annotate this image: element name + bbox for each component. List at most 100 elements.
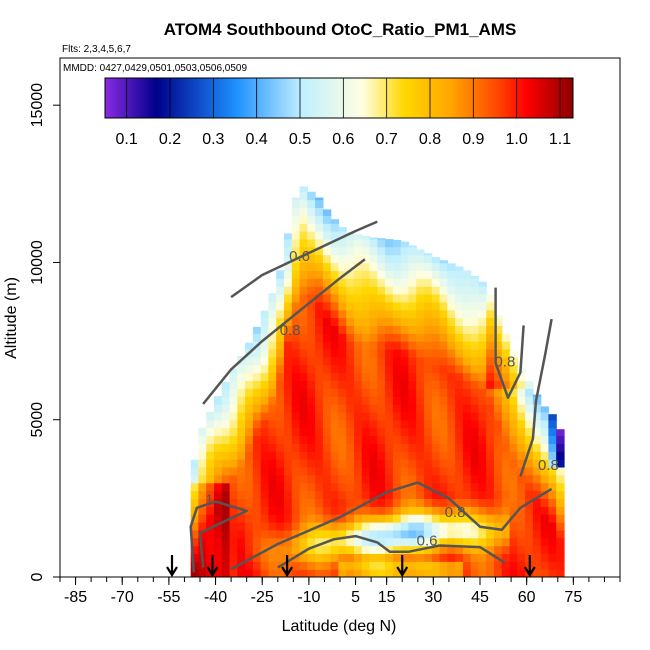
heat-cell (260, 411, 270, 421)
heat-cell (455, 435, 464, 444)
heat-cell (486, 529, 495, 539)
heat-cell (509, 514, 518, 523)
heat-cell (268, 561, 277, 570)
heat-cell (532, 522, 542, 531)
heat-cell (330, 262, 340, 271)
heat-cell (439, 270, 448, 279)
heat-cell (532, 490, 542, 499)
heat-cell (470, 553, 480, 562)
heat-cell (315, 514, 324, 523)
heat-cell (385, 561, 394, 570)
heat-cell (439, 427, 448, 437)
heat-cell (408, 349, 417, 358)
heat-cell (416, 443, 425, 452)
heat-cell (276, 553, 285, 562)
heat-cell (299, 419, 308, 429)
heat-cell (322, 427, 332, 437)
heat-cell (190, 522, 200, 531)
heat-cell (447, 419, 456, 429)
heat-cell (330, 569, 340, 577)
heat-cell (400, 451, 410, 460)
heat-cell (322, 317, 332, 326)
heat-cell (206, 482, 215, 492)
heat-cell (299, 325, 308, 334)
heat-cell (424, 380, 433, 389)
heat-cell (252, 372, 262, 381)
heat-cell (322, 490, 332, 499)
heat-cell (548, 529, 557, 539)
heat-cell (517, 522, 526, 531)
heat-cell (478, 333, 487, 342)
heat-cell (455, 537, 464, 547)
heat-cell (354, 419, 363, 429)
heat-cell (385, 427, 394, 437)
heat-cell (346, 443, 355, 452)
heat-cell (509, 364, 518, 374)
heat-cell (252, 435, 262, 444)
heat-cell (330, 286, 340, 295)
heat-cell (455, 404, 464, 413)
heat-cell (221, 435, 231, 444)
heat-cell (462, 419, 472, 429)
heat-cell (486, 498, 495, 507)
heat-cell (245, 506, 254, 515)
heat-cell (221, 561, 231, 570)
heat-cell (221, 553, 231, 562)
heat-cell (315, 349, 324, 358)
heat-cell (291, 506, 301, 515)
heat-cell (462, 522, 472, 531)
heat-cell (447, 459, 456, 468)
heat-cell (322, 443, 332, 452)
heat-cell (268, 451, 277, 460)
heat-cell (392, 262, 402, 271)
heat-cell (284, 466, 293, 476)
heat-cell (548, 545, 557, 554)
heat-cell (478, 435, 487, 444)
heat-cell (307, 553, 316, 562)
heat-cell (532, 451, 542, 460)
heat-cell (198, 537, 207, 547)
heat-cell (517, 388, 526, 397)
heat-cell (385, 388, 394, 397)
heat-cell (221, 506, 231, 515)
heat-cell (252, 569, 262, 577)
heat-cell (494, 474, 503, 484)
heat-cell (322, 286, 332, 295)
heat-cell (315, 553, 324, 562)
heat-cell (540, 406, 550, 413)
heat-cell (532, 459, 542, 468)
heat-cell (221, 514, 231, 523)
heat-cell (315, 561, 324, 570)
heat-cell (525, 514, 534, 523)
heat-cell (315, 301, 324, 311)
heat-cell (206, 553, 215, 562)
heat-cell (447, 529, 456, 539)
heat-cell (556, 474, 565, 484)
heat-cell (556, 506, 565, 515)
heat-cell (478, 281, 487, 287)
heat-cell (291, 482, 301, 492)
heat-cell (229, 561, 238, 570)
heat-cell (284, 262, 293, 271)
heat-cell (346, 545, 355, 554)
heat-cell (470, 356, 480, 366)
heat-cell (439, 419, 448, 429)
heat-cell (494, 561, 503, 570)
heat-cell (291, 451, 301, 460)
heat-cell (486, 372, 495, 381)
heat-cell (338, 537, 347, 547)
heat-cell (268, 293, 277, 295)
heat-cell (354, 459, 363, 468)
heat-cell (439, 364, 448, 374)
heat-cell (214, 506, 223, 515)
heat-cell (501, 561, 511, 570)
heat-cell (268, 372, 277, 381)
heat-cell (392, 419, 402, 429)
contour-line (202, 258, 366, 405)
heat-cell (330, 317, 340, 326)
heat-cell (268, 443, 277, 452)
heat-cell (431, 364, 441, 374)
heat-cell (540, 529, 550, 539)
heat-cell (462, 364, 472, 374)
heat-cell (470, 380, 480, 389)
